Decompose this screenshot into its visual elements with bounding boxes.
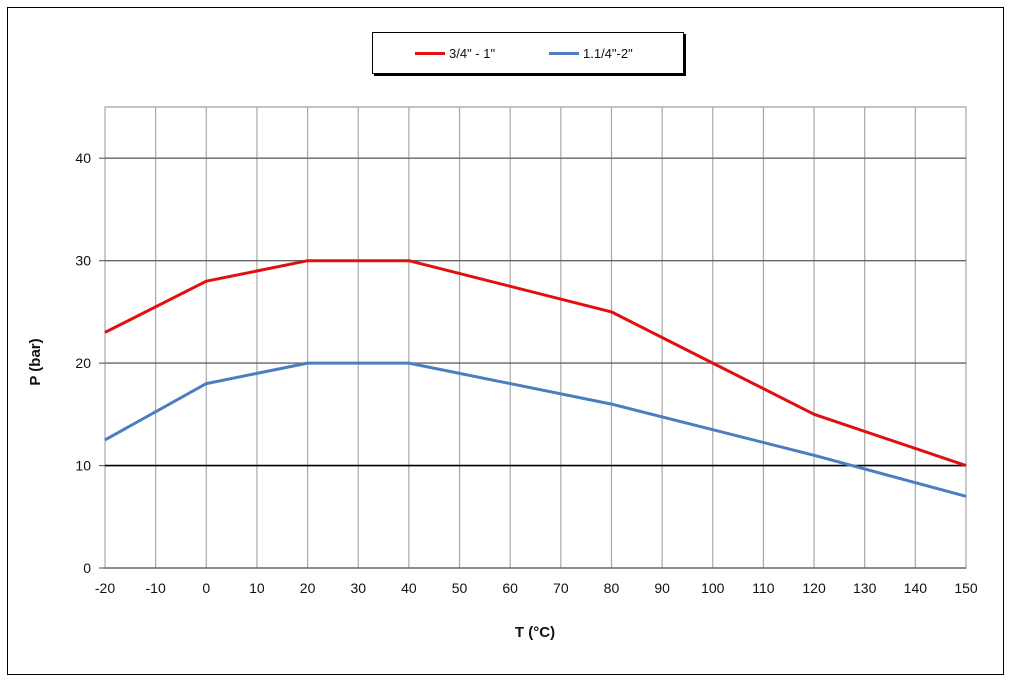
x-tick-label: 120 bbox=[802, 580, 826, 596]
legend-item-series-1: 3/4" - 1" bbox=[415, 45, 495, 61]
grid-lines bbox=[99, 106, 967, 569]
series-group bbox=[104, 259, 967, 498]
legend-swatch-series-1 bbox=[415, 51, 445, 55]
x-tick-label: 70 bbox=[553, 580, 569, 596]
x-tick-label: 150 bbox=[954, 580, 978, 596]
chart-frame bbox=[7, 7, 1004, 675]
x-tick-label: -20 bbox=[95, 580, 115, 596]
series-line-2 bbox=[104, 361, 967, 498]
legend-label-series-2: 1.1/4"-2" bbox=[583, 45, 633, 61]
x-axis-title: T (°C) bbox=[515, 624, 555, 641]
y-tick-label: 10 bbox=[75, 458, 91, 474]
x-tick-label: 130 bbox=[853, 580, 877, 596]
x-tick-label: 60 bbox=[502, 580, 518, 596]
series-line-1 bbox=[104, 259, 967, 468]
legend-swatch-series-2 bbox=[549, 51, 579, 55]
x-tick-label: 50 bbox=[452, 580, 468, 596]
x-tick-label: 10 bbox=[249, 580, 265, 596]
x-tick-label: 100 bbox=[701, 580, 725, 596]
x-tick-label: 40 bbox=[401, 580, 417, 596]
x-tick-label: 90 bbox=[654, 580, 670, 596]
x-tick-label: 80 bbox=[604, 580, 620, 596]
y-axis-title: P (bar) bbox=[27, 338, 44, 385]
x-tick-label: 140 bbox=[904, 580, 928, 596]
x-tick-label: 20 bbox=[300, 580, 316, 596]
y-tick-label: 30 bbox=[75, 253, 91, 269]
plot-area bbox=[104, 106, 967, 569]
legend-item-series-2: 1.1/4"-2" bbox=[549, 45, 633, 61]
x-tick-labels: -20 -10 0 10 20 30 40 50 60 70 80 90 100 110 120 130 140… bbox=[95, 580, 978, 596]
y-tick-labels: 0 10 20 30 40 bbox=[75, 150, 91, 576]
y-tick-label: 20 bbox=[75, 355, 91, 371]
x-tick-label: -10 bbox=[146, 580, 166, 596]
y-tick-label: 40 bbox=[75, 150, 91, 166]
legend-label-series-1: 3/4" - 1" bbox=[449, 45, 496, 61]
x-tick-label: 110 bbox=[752, 580, 775, 596]
x-tick-label: 30 bbox=[350, 580, 366, 596]
y-tick-label: 0 bbox=[83, 560, 91, 576]
chart-legend: 3/4" - 1" 1.1/4"-2" bbox=[372, 32, 684, 74]
x-tick-label: 0 bbox=[202, 580, 210, 596]
